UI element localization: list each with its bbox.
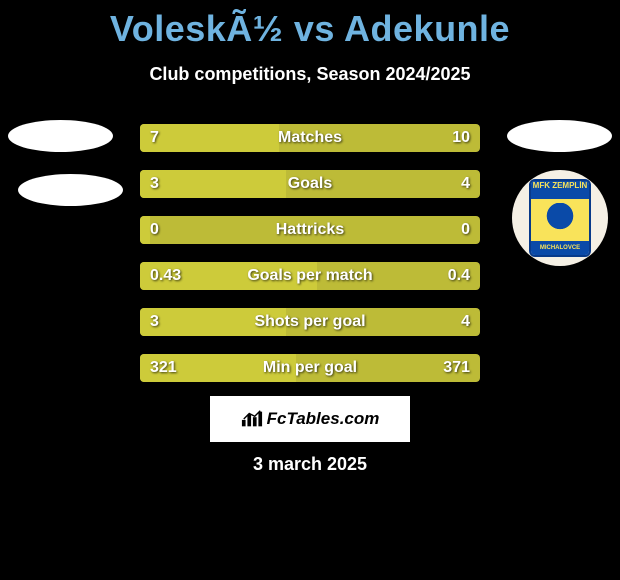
stat-value-right: 4 — [461, 308, 470, 336]
stat-row: 0Hattricks0 — [140, 216, 480, 244]
stat-label: Goals — [140, 170, 480, 198]
stat-row: 321Min per goal371 — [140, 354, 480, 382]
fctables-link[interactable]: FcTables.com — [210, 396, 410, 442]
date-label: 3 march 2025 — [0, 454, 620, 475]
stat-value-right: 10 — [452, 124, 470, 152]
crest-middle — [531, 199, 589, 241]
page-title: VoleskÃ½ vs Adekunle — [0, 0, 620, 50]
stat-value-right: 0 — [461, 216, 470, 244]
stat-label: Shots per goal — [140, 308, 480, 336]
stat-row: 3Shots per goal4 — [140, 308, 480, 336]
club-badge-right: MFK ZEMPLÍN MICHALOVCE — [512, 170, 608, 266]
comparison-bars: 7Matches10 3Goals4 0Hattricks0 0.43Goals pe… — [140, 124, 480, 400]
bar-chart-icon — [241, 410, 263, 428]
stat-row: 7Matches10 — [140, 124, 480, 152]
crest-top-text: MFK ZEMPLÍN — [531, 181, 589, 199]
stat-label: Matches — [140, 124, 480, 152]
player-left-avatar-placeholder-2 — [18, 174, 123, 206]
player-right-avatar-placeholder — [507, 120, 612, 152]
stat-row: 3Goals4 — [140, 170, 480, 198]
stat-value-right: 0.4 — [448, 262, 470, 290]
crest-bottom-text: MICHALOVCE — [531, 241, 589, 255]
stat-label: Goals per match — [140, 262, 480, 290]
subtitle: Club competitions, Season 2024/2025 — [0, 64, 620, 85]
stat-value-right: 4 — [461, 170, 470, 198]
stat-row: 0.43Goals per match0.4 — [140, 262, 480, 290]
stat-label: Hattricks — [140, 216, 480, 244]
club-crest: MFK ZEMPLÍN MICHALOVCE — [529, 179, 591, 257]
stat-value-right: 371 — [443, 354, 470, 382]
player-left-avatar-placeholder-1 — [8, 120, 113, 152]
stat-label: Min per goal — [140, 354, 480, 382]
footer-brand-text: FcTables.com — [267, 409, 380, 429]
